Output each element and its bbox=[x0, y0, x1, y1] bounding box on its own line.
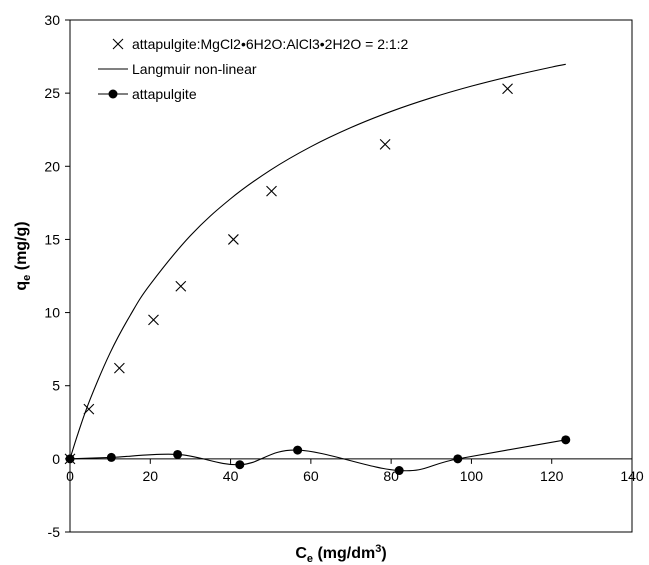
data-point-cross bbox=[175, 280, 187, 292]
x-marker-stroke bbox=[175, 280, 187, 292]
data-point-cross bbox=[113, 362, 125, 374]
data-point-cross bbox=[502, 83, 513, 95]
legend-item: Langmuir non-linear bbox=[98, 61, 257, 77]
x-axis-title-units: (mg/dm bbox=[313, 545, 375, 562]
y-tick-label: 10 bbox=[44, 305, 60, 321]
y-axis-title-sub: e bbox=[21, 275, 33, 281]
x-axis-title-main: C bbox=[295, 545, 307, 562]
x-marker-stroke bbox=[502, 83, 513, 95]
x-axis-title-sup: 3 bbox=[375, 543, 381, 555]
legend-item: attapulgite bbox=[98, 86, 197, 102]
attapulgite-line bbox=[69, 439, 566, 472]
y-tick-label: 25 bbox=[44, 85, 60, 101]
data-point-cross bbox=[148, 314, 159, 326]
x-marker-stroke bbox=[379, 138, 391, 150]
data-point-cross bbox=[227, 234, 239, 245]
y-tick-label: 0 bbox=[52, 451, 60, 467]
data-point-dot bbox=[235, 460, 245, 470]
y-tick-label: 15 bbox=[44, 231, 60, 247]
series-attapulgite bbox=[65, 435, 571, 476]
x-tick-label: 40 bbox=[223, 468, 239, 484]
y-tick-label: 20 bbox=[44, 158, 60, 174]
data-point-dot bbox=[561, 435, 571, 445]
data-point-dot bbox=[65, 454, 75, 464]
x-tick-label: 140 bbox=[620, 468, 644, 484]
data-point-cross bbox=[379, 138, 391, 150]
x-marker-stroke bbox=[148, 314, 159, 326]
x-axis-title-sub: e bbox=[307, 553, 313, 565]
y-axis-title-units: (mg/g) bbox=[13, 221, 30, 274]
x-marker-stroke bbox=[227, 234, 239, 245]
data-point-dot bbox=[453, 454, 463, 464]
x-axis-title-close: ) bbox=[381, 545, 386, 562]
x-tick-label: 20 bbox=[142, 468, 158, 484]
y-tick-label: 30 bbox=[44, 12, 60, 28]
legend: attapulgite:MgCl2•6H2O:AlCl3•2H2O = 2:1:… bbox=[98, 36, 409, 102]
y-axis-title: qe (mg/g) bbox=[13, 221, 33, 290]
legend-dot-icon bbox=[108, 89, 118, 99]
langmuir-fit-line bbox=[69, 63, 566, 460]
y-axis: -5 0 5 10 15 20 25 30 bbox=[44, 12, 71, 540]
data-point-dot bbox=[106, 452, 116, 462]
data-point-dot bbox=[293, 445, 303, 455]
data-point-dot bbox=[173, 449, 183, 459]
x-tick-label: 100 bbox=[460, 468, 484, 484]
x-marker-stroke bbox=[266, 185, 277, 197]
x-axis: 020406080100120140 bbox=[66, 458, 644, 484]
series-layer bbox=[64, 63, 571, 476]
series-cross-markers bbox=[64, 83, 513, 465]
x-tick-label: 60 bbox=[303, 468, 319, 484]
data-point-dot bbox=[394, 466, 404, 476]
legend-label: attapulgite bbox=[132, 86, 197, 102]
legend-label: Langmuir non-linear bbox=[132, 61, 257, 77]
legend-label: attapulgite:MgCl2•6H2O:AlCl3•2H2O = 2:1:… bbox=[132, 36, 409, 52]
y-axis-title-main: q bbox=[13, 281, 30, 291]
x-axis-title: Ce (mg/dm3) bbox=[295, 543, 386, 565]
x-marker-stroke bbox=[113, 362, 125, 374]
x-tick-label: 120 bbox=[540, 468, 564, 484]
y-tick-label: -5 bbox=[48, 524, 61, 540]
legend-item: attapulgite:MgCl2•6H2O:AlCl3•2H2O = 2:1:… bbox=[112, 36, 409, 52]
data-point-cross bbox=[266, 185, 277, 197]
x-marker-stroke bbox=[112, 38, 124, 50]
y-tick-label: 5 bbox=[52, 378, 60, 394]
legend-cross-icon bbox=[112, 38, 124, 50]
